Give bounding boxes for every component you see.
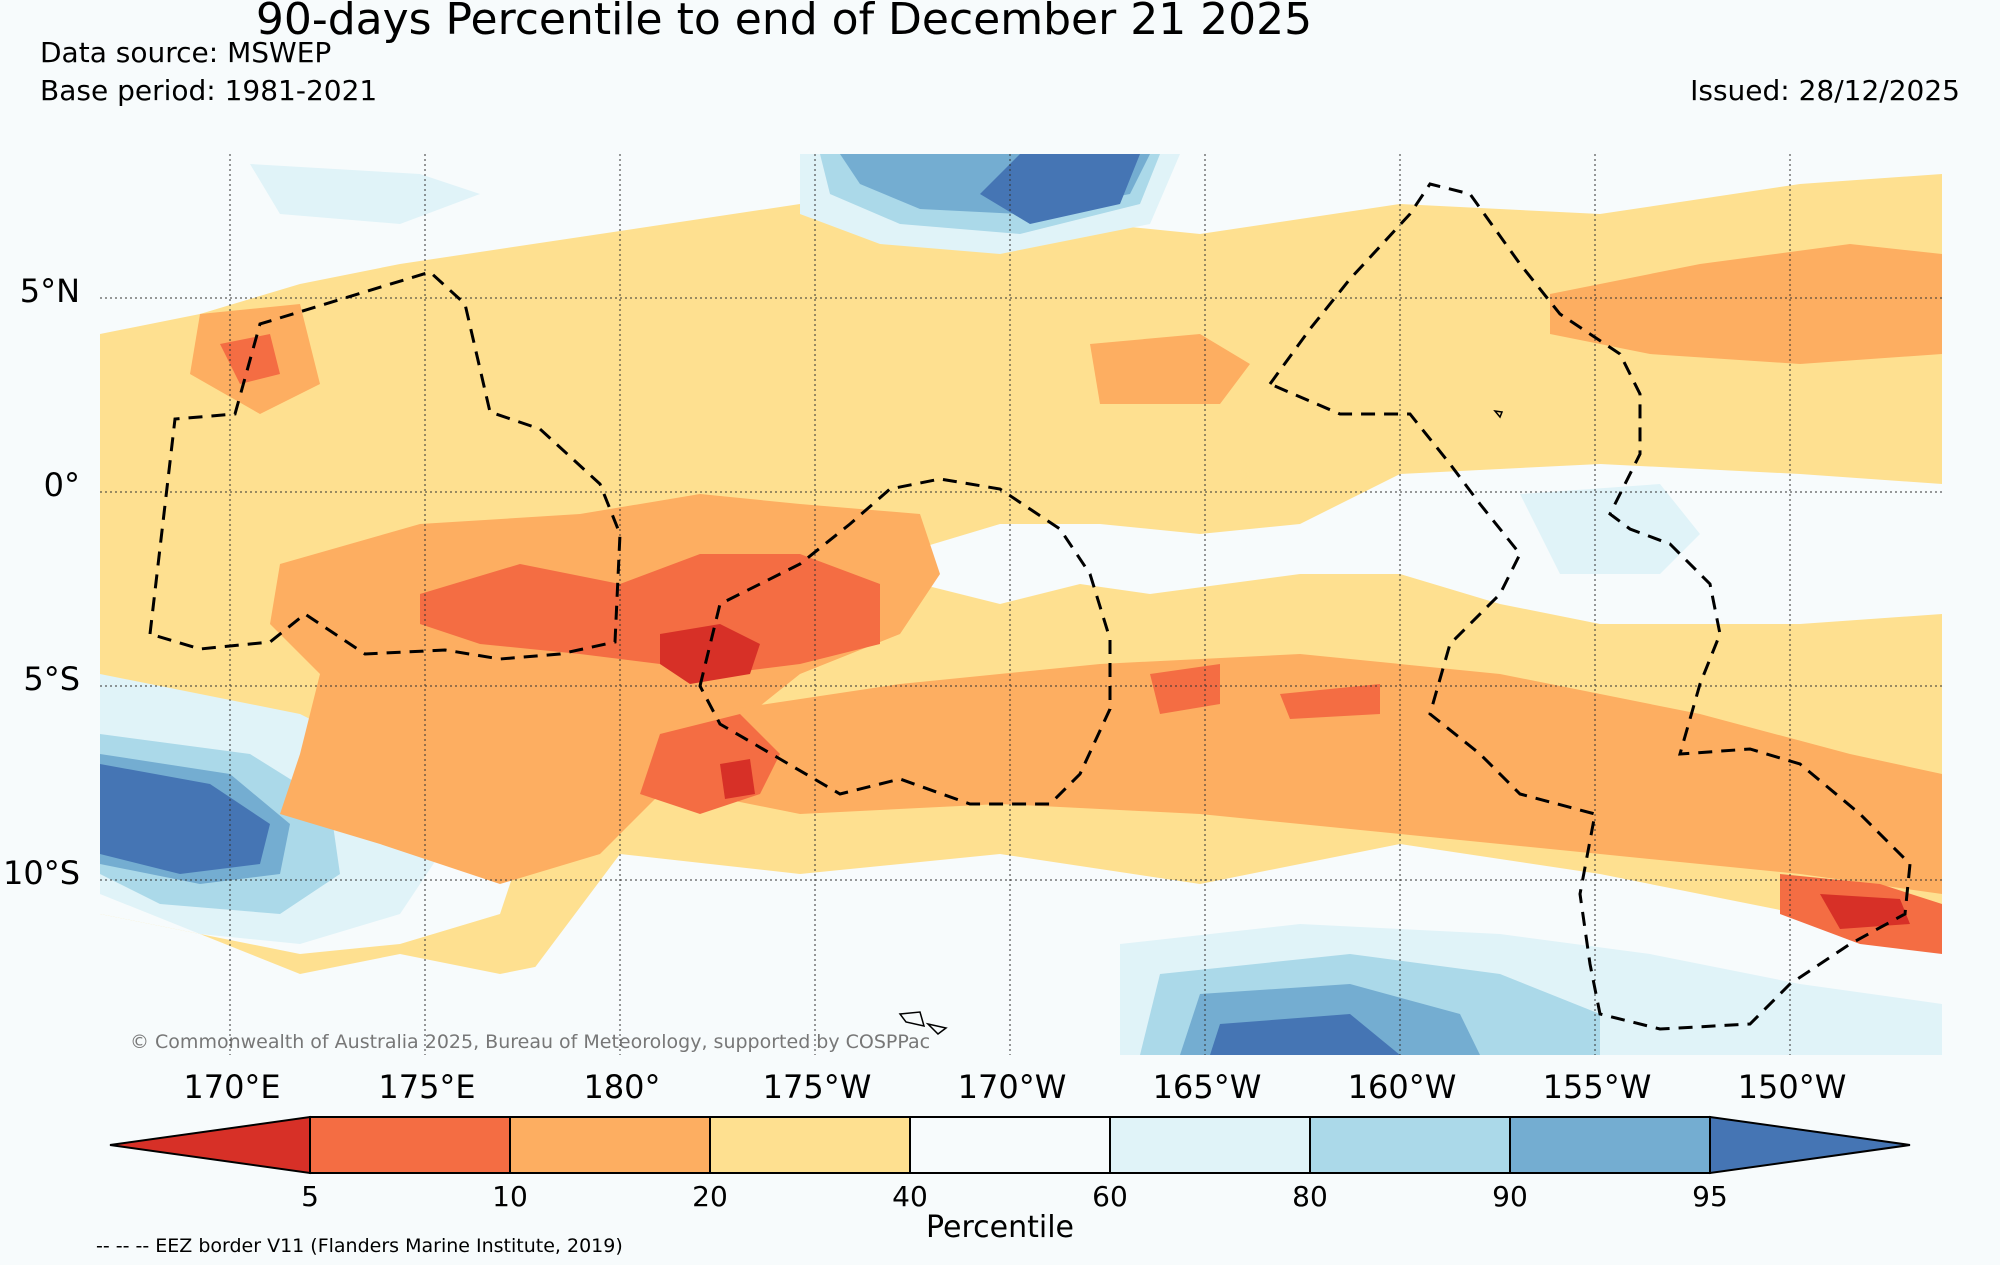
colorbar-segment-3	[709, 1116, 911, 1174]
colorbar-segment-7	[1509, 1116, 1711, 1174]
lat-label-5s: 5°S	[23, 660, 80, 698]
colorbar-segment-below-5	[109, 1115, 311, 1175]
colorbar-tick-20: 20	[692, 1180, 728, 1213]
lon-label-175e: 175°E	[378, 1068, 476, 1106]
map-title: 90-days Percentile to end of December 21…	[255, 0, 1313, 45]
lat-label-0: 0°	[43, 466, 80, 504]
lat-label-10s: 10°S	[2, 854, 80, 892]
colorbar-label: Percentile	[925, 1210, 1074, 1245]
lon-label-175w: 175°W	[762, 1068, 872, 1106]
colorbar-tick-80: 80	[1292, 1180, 1328, 1213]
data-source: Data source: MSWEP	[40, 36, 332, 69]
colorbar-tick-40: 40	[892, 1180, 928, 1213]
issued-date: Issued: 28/12/2025	[1690, 74, 1960, 107]
colorbar-segment-5	[1109, 1116, 1311, 1174]
lon-label-165w: 165°W	[1152, 1068, 1262, 1106]
colorbar-tick-10: 10	[492, 1180, 528, 1213]
lon-label-170w: 170°W	[957, 1068, 1067, 1106]
percentile-map	[100, 154, 1942, 1055]
colorbar-tick-60: 60	[1092, 1180, 1128, 1213]
colorbar-tick-5: 5	[301, 1180, 319, 1213]
colorbar-segment-1	[309, 1116, 511, 1174]
colorbar-segment-2	[509, 1116, 711, 1174]
colorbar-segment-6	[1309, 1116, 1511, 1174]
base-period: Base period: 1981-2021	[40, 74, 378, 107]
lon-label-155w: 155°W	[1542, 1068, 1652, 1106]
colorbar-tick-90: 90	[1492, 1180, 1528, 1213]
lon-label-150w: 150°W	[1737, 1068, 1847, 1106]
colorbar	[109, 1115, 1911, 1175]
colorbar-segment-above-95	[1709, 1115, 1911, 1175]
lon-label-160w: 160°W	[1347, 1068, 1457, 1106]
colorbar-tick-95: 95	[1692, 1180, 1728, 1213]
lat-label-5n: 5°N	[19, 272, 80, 310]
colorbar-segment-4	[909, 1116, 1111, 1174]
copyright-notice: © Commonwealth of Australia 2025, Bureau…	[130, 1031, 931, 1053]
lon-label-170e: 170°E	[183, 1068, 281, 1106]
eez-footnote: -- -- -- EEZ border V11 (Flanders Marine…	[96, 1235, 623, 1257]
lon-label-180: 180°	[583, 1068, 661, 1106]
